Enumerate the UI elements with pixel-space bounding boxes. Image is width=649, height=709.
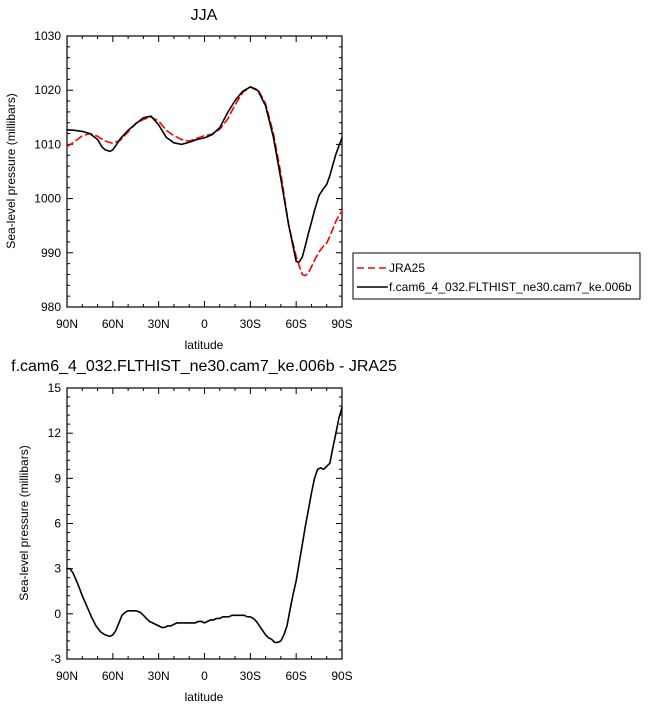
- legend-label-jra25: JRA25: [389, 261, 425, 275]
- top-y-tick-label: 1000: [34, 192, 61, 206]
- top-x-tick-label: 90S: [331, 317, 352, 331]
- bottom-plot-frame: [66, 387, 343, 660]
- bottom-x-tick-label: 30N: [148, 669, 170, 683]
- top-y-tick-label: 980: [41, 300, 61, 314]
- legend-label-model: f.cam6_4_032.FLTHIST_ne30.cam7_ke.006b: [389, 280, 632, 294]
- top-x-tick-label: 90N: [56, 317, 78, 331]
- bottom-chart-title: f.cam6_4_032.FLTHIST_ne30.cam7_ke.006b -…: [11, 358, 397, 375]
- bottom-x-tick-label: 0: [201, 669, 208, 683]
- bottom-y-tick-label: 6: [54, 517, 61, 531]
- bottom-y-tick-label: 0: [54, 607, 61, 621]
- top-y-tick-label: 1020: [34, 83, 61, 97]
- bottom-x-tick-label: 60N: [102, 669, 124, 683]
- bottom-y-tick-label: 3: [54, 562, 61, 576]
- top-y-tick-label: 990: [41, 246, 61, 260]
- bottom-y-tick-label: 9: [54, 471, 61, 485]
- bottom-x-tick-label: 30S: [240, 669, 261, 683]
- top-chart-title: JJA: [191, 7, 218, 24]
- top-x-tick-label: 60S: [285, 317, 306, 331]
- bottom-y-tick-label: -3: [50, 652, 61, 666]
- bottom-x-tick-label: 90S: [331, 669, 352, 683]
- top-ticks: 90N 60N 30N 0 30S 60S 90S 980 990 1000 1010 1020 103…: [34, 29, 352, 331]
- top-plot-frame: [66, 35, 343, 308]
- legend-box: [352, 252, 641, 300]
- top-series-group: [66, 86, 343, 277]
- bottom-panel: f.cam6_4_032.FLTHIST_ne30.cam7_ke.006b -…: [11, 358, 397, 704]
- legend: JRA25 f.cam6_4_032.FLTHIST_ne30.cam7_ke.…: [352, 252, 641, 300]
- bottom-series-line-difference: [66, 406, 343, 644]
- top-y-tick-label: 1030: [34, 29, 61, 43]
- top-series-line-jra25: [66, 86, 343, 277]
- top-x-tick-label: 30S: [240, 317, 261, 331]
- top-panel: JJA 90N 60N 30N 0 30S 60S 90S 980 990 1000 1010 102…: [4, 7, 641, 352]
- top-x-axis-label: latitude: [185, 338, 224, 352]
- bottom-y-axis-label: Sea-level pressure (millibars): [17, 445, 31, 600]
- bottom-y-tick-label: 12: [48, 426, 62, 440]
- bottom-x-tick-label: 60S: [285, 669, 306, 683]
- top-y-axis-label: Sea-level pressure (millibars): [4, 93, 18, 248]
- bottom-ticks: 90N 60N 30N 0 30S 60S 90S -3 0 3 6 9 12 15: [48, 381, 353, 683]
- top-x-tick-label: 0: [201, 317, 208, 331]
- bottom-series-group: [66, 406, 343, 644]
- top-series-line-model: [66, 86, 343, 263]
- bottom-x-axis-label: latitude: [185, 690, 224, 704]
- bottom-y-tick-label: 15: [48, 381, 62, 395]
- bottom-x-tick-label: 90N: [56, 669, 78, 683]
- top-x-tick-label: 60N: [102, 317, 124, 331]
- top-x-tick-label: 30N: [148, 317, 170, 331]
- top-y-tick-label: 1010: [34, 137, 61, 151]
